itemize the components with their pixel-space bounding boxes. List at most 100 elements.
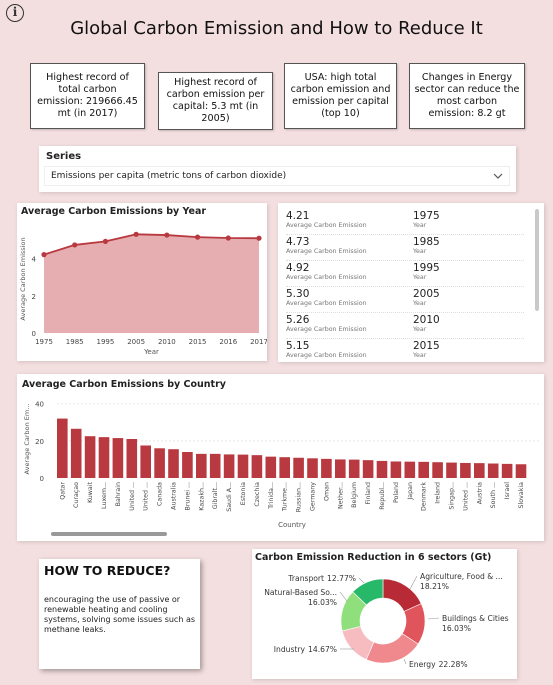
- country-bar-chart: 0 20 40 Qatar Curaçao Kuwait Luxem... Bahrain Un…: [23, 401, 539, 529]
- row-value: 4.73: [286, 236, 310, 248]
- x-tick-label: Kuwait: [87, 481, 94, 503]
- kpi-card-usa: USA: high total carbon emission and emis…: [284, 63, 397, 129]
- bar-Australia: [168, 449, 179, 478]
- bar-Republ...: [376, 460, 388, 478]
- x-tick-label: Republ...: [379, 482, 386, 510]
- row-year: 2010: [413, 314, 440, 326]
- row-value-label: Average Carbon Emission: [286, 326, 367, 333]
- slice-label-name: Industry: [274, 645, 306, 654]
- sector-donut-chart: Agriculture, Food & ...18.21% Buildings &…: [264, 572, 509, 669]
- x-tick-label: Denmark: [421, 482, 428, 511]
- x-tick-label: Kazakh...: [198, 482, 205, 511]
- bar-Gibralt...: [209, 453, 221, 478]
- row-value: 4.21: [286, 210, 310, 222]
- bar-Oman: [321, 458, 332, 478]
- bar-Poland: [390, 461, 402, 478]
- table-row: 4.92 Average Carbon Emission 1995 Year: [286, 262, 526, 288]
- info-icon[interactable]: i: [6, 4, 24, 22]
- slicer-title: Series: [46, 151, 82, 162]
- kpi-card-energy: Changes in Energy sector can reduce the …: [409, 63, 525, 129]
- bar-Slovakia: [515, 464, 527, 478]
- slice-label: Agriculture, Food & ...: [420, 572, 503, 581]
- x-tick-label: 2017: [250, 338, 267, 346]
- row-divider: [286, 312, 524, 313]
- series-line: [43, 233, 260, 256]
- row-value: 5.30: [286, 288, 310, 300]
- leader-line: [409, 575, 418, 590]
- year-chart-title: Average Carbon Emissions by Year: [21, 206, 207, 217]
- leader-line: [427, 617, 440, 620]
- table-row: 4.21 Average Carbon Emission 1975 Year: [286, 210, 526, 236]
- slice-label: Buildings & Cities: [442, 614, 509, 623]
- data-point-2017: [256, 235, 262, 241]
- x-tick-label: Curaçao: [73, 482, 80, 508]
- sector-chart-card: Carbon Emission Reduction in 6 sectors (…: [252, 549, 517, 679]
- row-value-label: Average Carbon Emission: [286, 222, 367, 229]
- y-tick-label: 20: [35, 438, 44, 446]
- x-tick-label: Slovakia: [518, 482, 525, 509]
- horizontal-scrollbar[interactable]: [51, 532, 167, 536]
- bar-Denmark: [418, 461, 429, 478]
- x-tick-label: 2005: [127, 338, 145, 346]
- x-axis-label: Year: [143, 348, 159, 356]
- year-table-card: 4.21 Average Carbon Emission 1975 Year 4.73 A…: [278, 203, 544, 362]
- row-value-label: Average Carbon Emission: [286, 352, 367, 359]
- row-year-label: Year: [413, 248, 427, 255]
- y-tick-label: 0: [40, 475, 44, 483]
- bar-Curaçao: [70, 428, 82, 478]
- data-point-1995: [102, 238, 109, 244]
- table-row: 4.73 Average Carbon Emission 1985 Year: [286, 236, 526, 262]
- data-point-2005: [133, 231, 139, 237]
- table-row: 5.30 Average Carbon Emission 2005 Year: [286, 288, 526, 314]
- data-point-2015: [194, 234, 201, 240]
- y-tick-label: 40: [35, 401, 44, 409]
- bar-Germany: [307, 458, 318, 478]
- x-tick-label: Qatar: [59, 482, 66, 500]
- bar-Russian...: [293, 457, 304, 478]
- table-row: 5.15 Average Carbon Emission 2015 Year: [286, 340, 526, 362]
- bar-Luxem...: [98, 437, 110, 478]
- slice-percent: 22.28%: [439, 660, 468, 669]
- x-tick-label: Estonia: [240, 482, 247, 505]
- x-tick-label: Austria: [476, 482, 483, 504]
- data-point-2010: [164, 232, 170, 238]
- slice-percent: 18.21%: [420, 582, 449, 591]
- x-tick-label: Brunei ...: [184, 482, 191, 511]
- row-value: 5.15: [286, 340, 310, 352]
- row-year: 1995: [413, 262, 440, 274]
- bar-United ...: [140, 445, 151, 478]
- how-to-reduce-card: HOW TO REDUCE? encouraging the use of pa…: [39, 559, 200, 669]
- row-year: 2005: [413, 288, 440, 300]
- dropdown-selected-value: Emissions per capita (metric tons of car…: [51, 171, 287, 181]
- x-tick-label: Nether...: [337, 482, 344, 509]
- slice-label: Energy 22.28%: [409, 660, 468, 669]
- bar-Belgium: [348, 459, 360, 478]
- year-chart-card: Average Carbon Emissions by Year 0 2 4 1975…: [17, 203, 267, 361]
- x-tick-label: 1995: [97, 338, 115, 346]
- y-axis-label: Average Carbon Em...: [23, 404, 31, 475]
- x-tick-label: Australia: [171, 482, 178, 510]
- kpi-text: USA: high total carbon emission and emis…: [290, 72, 391, 119]
- row-year-label: Year: [413, 222, 427, 229]
- x-tick-label: 1985: [66, 338, 84, 346]
- row-year: 1975: [413, 210, 440, 222]
- x-tick-label: South ...: [490, 482, 497, 508]
- kpi-text: Changes in Energy sector can reduce the …: [414, 72, 520, 119]
- y-tick-label: 2: [32, 293, 36, 301]
- y-tick-label: 0: [32, 330, 36, 338]
- series-dropdown[interactable]: Emissions per capita (metric tons of car…: [44, 166, 510, 186]
- table-scrollbar[interactable]: [535, 209, 539, 311]
- x-tick-label: Ireland: [435, 482, 442, 504]
- slice-Transport: [352, 578, 384, 606]
- bar-Trinida...: [265, 456, 277, 478]
- row-value-label: Average Carbon Emission: [286, 300, 367, 307]
- year-table: 4.21 Average Carbon Emission 1975 Year 4.73 A…: [278, 210, 528, 360]
- series-slicer: Series Emissions per capita (metric tons…: [39, 146, 516, 192]
- row-year-label: Year: [413, 326, 427, 333]
- data-point-1975: [41, 252, 47, 258]
- year-area-chart: 0 2 4 1975 1985 1995 2005 2010 2015 2016 2017 Year A…: [19, 231, 267, 356]
- y-axis-label: Average Carbon Emission: [19, 237, 27, 320]
- x-tick-label: Canada: [157, 482, 164, 506]
- x-tick-label: 2016: [219, 338, 237, 346]
- sector-chart-title: Carbon Emission Reduction in 6 sectors (…: [255, 552, 492, 563]
